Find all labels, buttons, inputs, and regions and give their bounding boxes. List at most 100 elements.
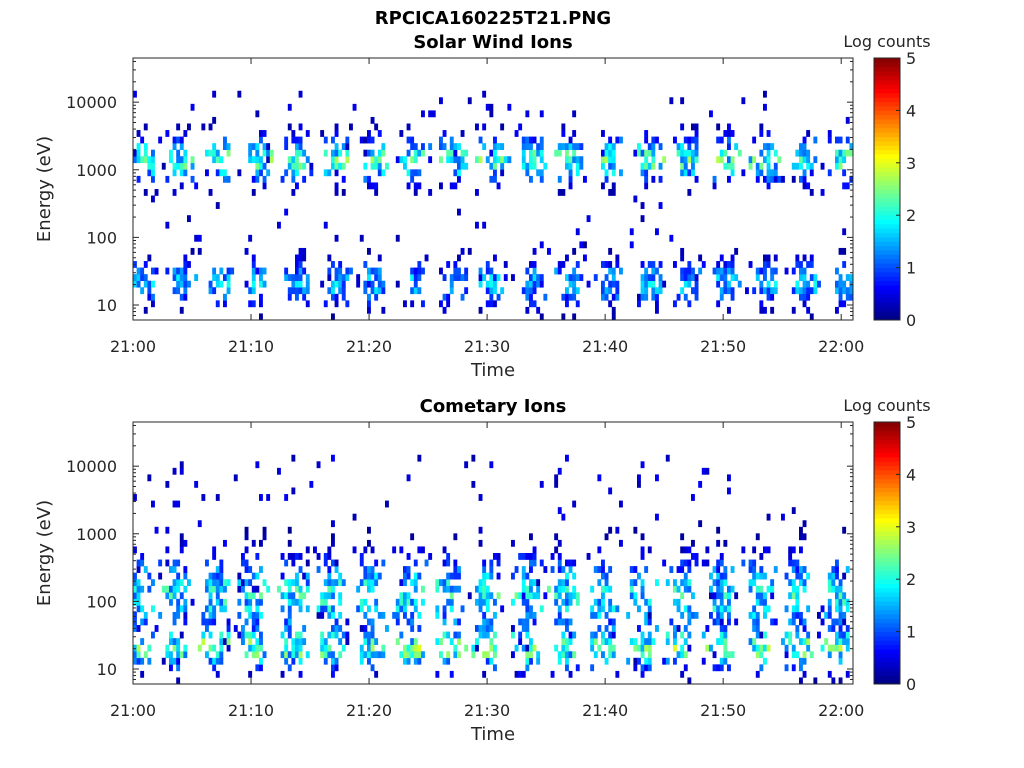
spectrogram-cell (172, 638, 177, 645)
spectrogram-cell (601, 585, 605, 593)
spectrogram-cell (532, 149, 537, 157)
spectrogram-cell (338, 611, 343, 619)
spectrogram-cell (536, 657, 541, 665)
spectrogram-cell (838, 162, 843, 170)
spectrogram-cell (251, 651, 256, 659)
spectrogram-cell (136, 149, 141, 157)
spectrogram-cell (406, 598, 411, 606)
spectrogram-cell (421, 110, 425, 118)
spectrogram-cell (493, 287, 497, 295)
spectrogram-cell (536, 280, 541, 288)
spectrogram-cell (255, 110, 260, 118)
spectrogram-cell (482, 579, 487, 587)
spectrogram-cell (809, 274, 814, 281)
spectrogram-cell (766, 162, 771, 170)
spectrogram-cell (755, 592, 760, 600)
spectrogram-cell (439, 267, 443, 275)
spectrogram-cell (295, 280, 299, 288)
spectrogram-cell (802, 149, 807, 157)
spectrogram-cell (849, 287, 854, 295)
spectrogram-cell (752, 618, 757, 626)
spectrogram-cell (658, 162, 663, 170)
spectrogram-cell (244, 247, 249, 255)
spectrogram-cell (842, 592, 847, 600)
spectrogram-cell (827, 644, 832, 652)
spectrogram-cell (367, 130, 371, 137)
spectrogram-cell (403, 300, 407, 308)
spectrogram-cell (568, 182, 573, 190)
spectrogram-cell (259, 293, 263, 301)
spectrogram-cell (529, 605, 533, 613)
spectrogram-cell (842, 631, 847, 639)
spectrogram-cell (802, 651, 807, 659)
spectrogram-cell (316, 553, 321, 560)
spectrogram-cell (723, 644, 728, 652)
spectrogram-cell (611, 280, 616, 288)
spectrogram-cell (791, 507, 796, 514)
spectrogram-cell (557, 657, 562, 665)
spectrogram-cell (791, 605, 796, 613)
spectrogram-cell (165, 130, 170, 137)
spectrogram-cell (773, 267, 778, 275)
spectrogram-cell (392, 611, 397, 619)
spectrogram-cell (557, 605, 562, 613)
colorbar-tick-label: 2 (906, 206, 916, 225)
spectrogram-cell (489, 280, 494, 288)
spectrogram-cell (752, 638, 757, 645)
spectrogram-cell (374, 572, 379, 580)
spectrogram-cell (183, 605, 188, 613)
spectrogram-cell (421, 546, 425, 554)
colorbar-segment (874, 422, 900, 427)
spectrogram-cell (305, 546, 310, 554)
spectrogram-cell (525, 169, 530, 177)
spectrogram-cell (349, 267, 353, 275)
spectrogram-cell (248, 605, 253, 613)
spectrogram-cell (572, 287, 577, 295)
spectrogram-cell (295, 149, 299, 157)
spectrogram-cell (741, 546, 746, 554)
spectrogram-cell (485, 585, 490, 593)
spectrogram-cell (212, 644, 217, 652)
spectrogram-cell (493, 651, 497, 659)
spectrogram-cell (536, 651, 541, 659)
spectrogram-cell (255, 553, 260, 560)
spectrogram-cell (493, 149, 497, 157)
spectrogram-cell (359, 598, 364, 606)
spectrogram-cell (529, 162, 533, 170)
spectrogram-cell (403, 651, 407, 659)
spectrogram-cell (802, 638, 807, 645)
spectrogram-cell (367, 579, 371, 587)
spectrogram-cell (593, 638, 598, 645)
spectrogram-cell (341, 644, 346, 652)
spectrogram-cell (561, 579, 566, 587)
spectrogram-cell (251, 175, 256, 183)
spectrogram-cell (637, 657, 641, 665)
spectrogram-cell (442, 605, 447, 613)
spectrogram-cell (287, 611, 292, 619)
spectrogram-cell (478, 156, 483, 164)
colorbar-frame (873, 421, 901, 685)
spectrogram-cell (590, 644, 595, 652)
spectrogram-cell (237, 631, 242, 639)
spectrogram-cell (140, 553, 145, 560)
spectrogram-cell (435, 579, 440, 587)
spectrogram-cell (741, 97, 746, 105)
spectrogram-cell (568, 293, 573, 301)
spectrogram-cell (658, 261, 663, 268)
spectrogram-cell (485, 300, 490, 308)
spectrogram-cell (701, 657, 706, 665)
spectrogram-cell (572, 559, 577, 567)
spectrogram-cell (640, 631, 645, 639)
spectrogram-cell (601, 287, 605, 295)
spectrogram-cell (457, 254, 461, 262)
colorbar-segment (874, 149, 900, 155)
spectrogram-cell (518, 631, 523, 639)
spectrogram-cell (259, 566, 263, 573)
spectrogram-cell (327, 274, 332, 281)
spectrogram-cell (417, 267, 422, 275)
spectrogram-cell (802, 579, 807, 587)
spectrogram-cell (158, 611, 163, 619)
spectrogram-cell (673, 638, 677, 645)
spectrogram-cell (770, 267, 775, 275)
spectrogram-cell (791, 644, 796, 652)
